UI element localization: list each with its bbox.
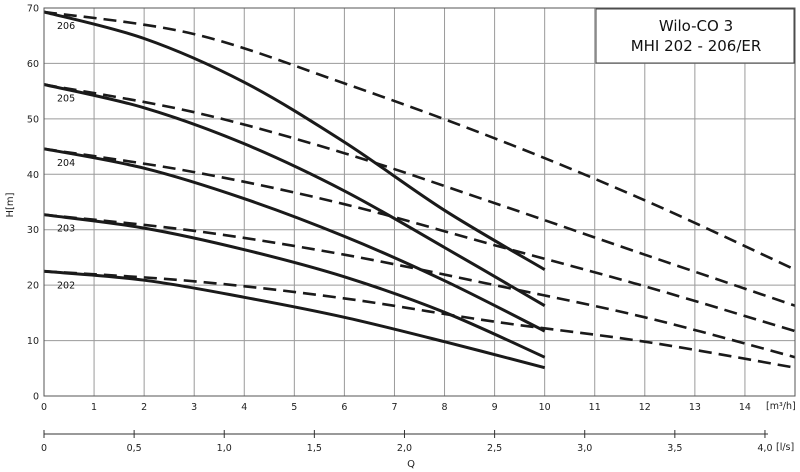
x-tick-label: 8 [442,402,448,413]
title-box-frame [595,8,795,64]
x-tick-label: 0 [41,402,47,413]
x-tick-label: 5 [291,402,297,413]
secondary-axis-unit: [l/s] [776,442,794,453]
curve-label-205: 205 [57,93,75,104]
secondary-tick-label: 4,0 [757,443,772,454]
x-tick-label: 13 [689,402,701,413]
x-tick-label: 1 [91,402,97,413]
curve-label-203: 203 [57,224,75,235]
curve-202-dashed [43,270,796,369]
curve-202-solid [43,269,546,370]
secondary-tick-label: 0,5 [127,443,142,454]
y-tick-label: 30 [27,225,39,236]
curve-label-202: 202 [57,280,75,291]
x-tick-label: 10 [539,402,551,413]
y-tick-label: 60 [27,59,39,70]
curve-label-204: 204 [57,158,75,169]
y-tick-label: 70 [27,4,39,15]
x-axis-ticks: 0 1 2 3 4 5 6 7 8 9 10 11 12 13 14 [41,402,751,413]
curve-206-dashed [43,10,796,271]
x-tick-label: 12 [639,402,651,413]
title-box: Wilo-CO 3 MHI 202 - 206/ER [595,8,795,64]
y-tick-label: 10 [27,336,39,347]
x-tick-label: 9 [492,402,498,413]
x-tick-label: 3 [191,402,197,413]
curve-203-dashed [43,213,796,359]
x-tick-label: 2 [141,402,147,413]
x-tick-label: 6 [341,402,347,413]
secondary-tick-label: 0 [41,443,47,454]
curve-204-solid [43,147,546,333]
grid [44,8,795,396]
curve-203-solid [43,213,546,359]
plot-frame [43,7,796,397]
chart-title-line-2: MHI 202 - 206/ER [631,37,762,55]
y-tick-label: 50 [27,114,39,125]
secondary-tick-label: 1,0 [217,443,232,454]
secondary-axis-ticks: 0 0,5 1,0 1,5 2,0 2,5 3,0 3,5 4,0 [41,430,773,454]
curve-204-dashed [43,147,796,333]
secondary-tick-label: 3,5 [667,443,682,454]
secondary-tick-label: 2,5 [487,443,502,454]
x-tick-label: 14 [739,402,751,413]
y-axis-ticks: 0 10 20 30 40 50 60 70 [27,4,39,403]
curve-206-solid [43,10,546,271]
secondary-axis: 0 0,5 1,0 1,5 2,0 2,5 3,0 3,5 4,0 [l/s] [41,430,794,454]
secondary-tick-label: 3,0 [577,443,592,454]
curve-label-206: 206 [57,21,75,32]
x-tick-label: 11 [589,402,601,413]
curves [43,10,796,370]
y-axis-label: H[m] [5,192,16,217]
x-axis-label: Q [407,459,415,470]
secondary-tick-label: 2,0 [397,443,412,454]
x-tick-label: 4 [241,402,247,413]
x-tick-label: 7 [391,402,397,413]
y-tick-label: 0 [33,392,39,403]
chart-title-line-1: Wilo-CO 3 [659,17,733,35]
curve-labels: 202 203 204 205 206 [57,21,75,291]
curve-205-dashed [43,83,796,307]
secondary-tick-label: 1,5 [307,443,322,454]
x-axis-unit: [m³/h] [766,401,796,412]
curve-205-solid [43,83,546,307]
y-tick-label: 20 [27,281,39,292]
y-tick-label: 40 [27,170,39,181]
